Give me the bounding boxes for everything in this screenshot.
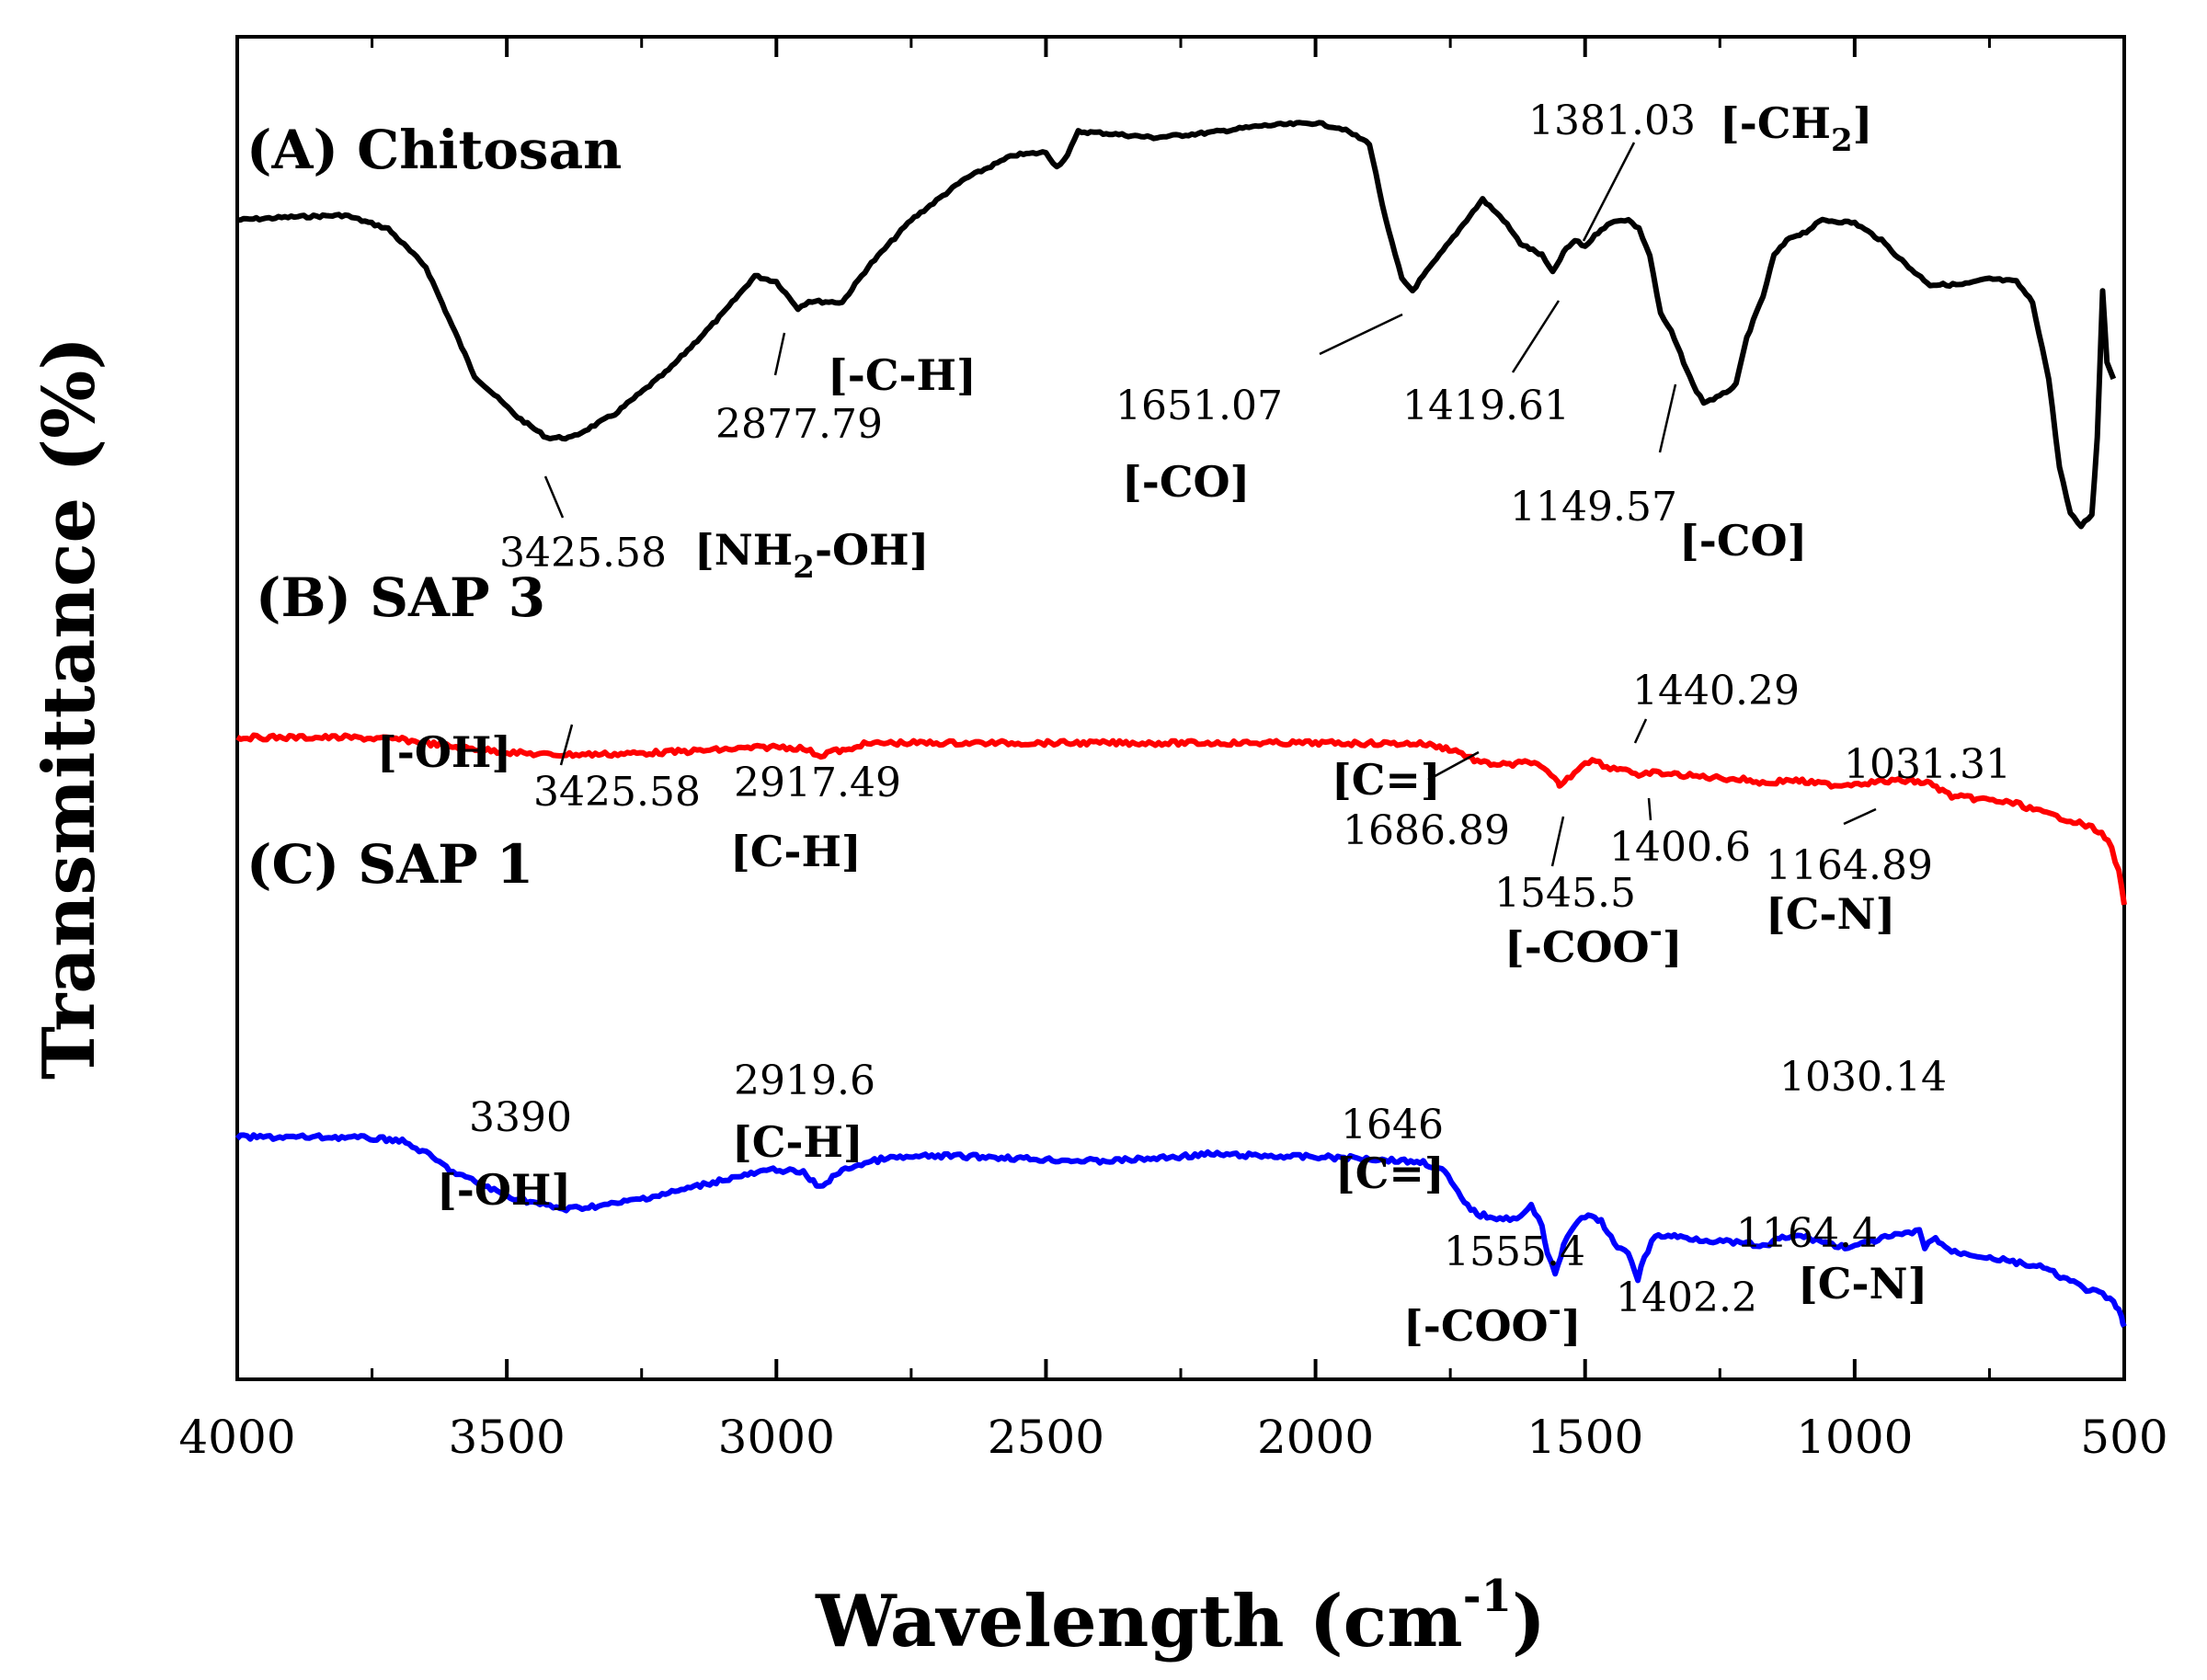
peak-a-1381: 1381.03	[1528, 97, 1696, 144]
group-c-cn: [C-N]	[1798, 1259, 1927, 1309]
x-tick-label-1000: 1000	[1796, 1411, 1913, 1464]
x-tick-label-4000: 4000	[178, 1411, 295, 1464]
x-axis-title-main: Wavelength (cm	[815, 1580, 1463, 1663]
group-b-ceq: [C=]	[1332, 755, 1441, 805]
series-line-c	[234, 1132, 2127, 1328]
peak-b-1031: 1031.31	[1844, 741, 2011, 788]
group-c-coo-post: ]	[1561, 1301, 1582, 1351]
group-a-ch2-post: ]	[1853, 98, 1873, 148]
series-line-a	[237, 120, 2117, 530]
y-axis-title: Transmittance (%)	[28, 337, 111, 1080]
leader-a-3425	[543, 475, 565, 519]
x-tick-label-2500: 2500	[988, 1411, 1104, 1464]
series-line-b	[235, 732, 2127, 906]
leader-b-1686	[1427, 750, 1480, 782]
x-axis: 4000 3500 3000 2500 2000 1500 1000 500	[178, 37, 2168, 1464]
peak-a-2877: 2877.79	[715, 401, 883, 448]
peak-b-1440: 1440.29	[1632, 668, 1800, 714]
peak-labels: 3425.58 2877.79 1651.07 1419.61 1381.03 …	[469, 97, 2011, 1321]
x-tick-label-3000: 3000	[718, 1411, 835, 1464]
peak-c-3390: 3390	[469, 1094, 572, 1141]
group-a-nh2oh-pre: [NH	[694, 525, 793, 575]
leader-a-1381	[1582, 142, 1636, 242]
x-axis-title: Wavelength (cm-1)	[815, 1571, 1546, 1663]
series-label-b: (B) SAP 3	[256, 566, 545, 629]
group-a-ch: [-C-H]	[828, 350, 977, 400]
leader-lines	[543, 142, 1877, 867]
peak-c-1555: 1555.4	[1444, 1229, 1585, 1275]
peak-a-1149: 1149.57	[1510, 484, 1677, 531]
group-c-ceq: [C=]	[1335, 1149, 1445, 1198]
group-a-ch2-pre: [-CH	[1720, 98, 1831, 148]
group-a-nh2oh: [NH2-OH]	[694, 525, 929, 586]
leader-a-1419	[1511, 300, 1561, 373]
x-tick-label-1500: 1500	[1527, 1411, 1643, 1464]
leader-a-1149	[1658, 383, 1677, 453]
x-tick-label-3500: 3500	[449, 1411, 566, 1464]
x-tick-label-500: 500	[2080, 1411, 2167, 1464]
x-tick-label-2000: 2000	[1257, 1411, 1374, 1464]
group-b-coo-sup: -	[1650, 913, 1663, 950]
series-label-c: (C) SAP 1	[246, 833, 533, 896]
group-c-oh: [-OH]	[437, 1165, 571, 1215]
peak-c-2919: 2919.6	[734, 1057, 875, 1104]
peak-b-3425: 3425.58	[533, 769, 701, 816]
x-axis-title-end: )	[1512, 1580, 1546, 1663]
leader-a-2877	[773, 332, 786, 376]
peak-b-1545: 1545.5	[1494, 870, 1636, 917]
peak-c-1164: 1164.4	[1736, 1210, 1878, 1257]
leader-a-1651	[1319, 313, 1403, 356]
leader-b-1440	[1633, 718, 1648, 744]
peak-b-1164: 1164.89	[1766, 842, 1933, 889]
series-label-a: (A) Chitosan	[246, 119, 622, 181]
x-axis-title-sup: -1	[1463, 1571, 1512, 1622]
group-a-nh2oh-sub: 2	[793, 549, 815, 586]
series-layer	[234, 120, 2127, 1328]
peak-a-1419: 1419.61	[1402, 383, 1570, 429]
group-a-ch2: [-CH2]	[1720, 98, 1872, 159]
leader-b-1545	[1550, 816, 1565, 867]
peak-b-1686: 1686.89	[1343, 807, 1510, 854]
leader-b-1031	[1843, 807, 1877, 826]
group-c-coo-pre: [-COO	[1403, 1301, 1549, 1351]
group-a-co1: [-CO]	[1122, 457, 1250, 507]
peak-b-2917: 2917.49	[734, 760, 901, 806]
group-c-coo: [-COO-]	[1403, 1292, 1582, 1351]
leader-b-1400	[1647, 797, 1652, 821]
peak-c-1030: 1030.14	[1779, 1054, 1947, 1101]
leader-b-3425	[559, 724, 574, 766]
group-b-ch: [C-H]	[730, 827, 862, 876]
group-a-co2: [-CO]	[1679, 516, 1807, 566]
group-b-oh: [-OH]	[377, 727, 511, 777]
group-labels: [NH2-OH] [-C-H] [-CO] [-CO] [-CH2] [-OH]…	[377, 98, 1927, 1351]
peak-a-3425: 3425.58	[499, 530, 667, 577]
group-a-nh2oh-post: -OH]	[815, 525, 929, 575]
peak-b-1400: 1400.6	[1609, 824, 1751, 871]
group-b-coo: [-COO-]	[1504, 913, 1683, 972]
group-b-coo-pre: [-COO	[1504, 922, 1650, 972]
peak-c-1402: 1402.2	[1616, 1274, 1757, 1321]
group-b-cn: [C-N]	[1766, 889, 1895, 939]
group-a-ch2-sub: 2	[1831, 122, 1853, 159]
group-c-coo-sup: -	[1549, 1292, 1561, 1329]
peak-c-1646: 1646	[1341, 1102, 1444, 1149]
peak-a-1651: 1651.07	[1115, 383, 1283, 429]
group-b-coo-post: ]	[1663, 922, 1683, 972]
group-c-ch: [C-H]	[732, 1117, 863, 1167]
